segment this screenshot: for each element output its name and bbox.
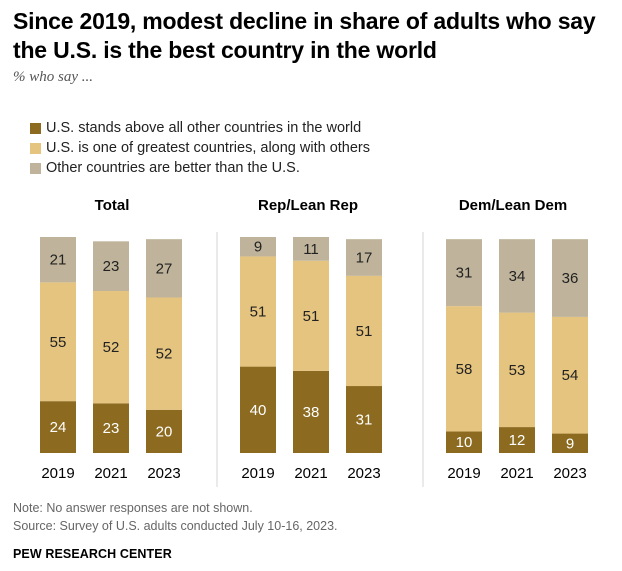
footer-source: Source: Survey of U.S. adults conducted … <box>13 519 338 533</box>
page-title: Since 2019, modest decline in share of a… <box>13 8 596 63</box>
tick-label-dem-lean-dem-2021: 2021 <box>500 465 533 482</box>
legend-swatch-stands-above <box>30 122 41 134</box>
data-label-total-2019-stands-above: 24 <box>50 419 67 436</box>
bar-dem-lean-dem-2021-one-of-greatest <box>499 312 535 428</box>
data-label-dem-lean-dem-2021-stands-above: 12 <box>509 432 526 449</box>
bar-dem-lean-dem-2023-stands-above <box>552 433 588 453</box>
bar-total-2019-one-of-greatest <box>40 282 76 402</box>
tick-label-total-2021: 2021 <box>94 465 127 482</box>
data-label-dem-lean-dem-2019-others-better: 31 <box>456 265 473 282</box>
data-label-dem-lean-dem-2021-one-of-greatest: 53 <box>509 362 526 379</box>
data-label-total-2021-others-better: 23 <box>103 258 120 275</box>
data-label-total-2023-others-better: 27 <box>156 260 173 277</box>
bar-total-2019-others-better <box>40 237 76 283</box>
data-label-rep-lean-rep-2021-one-of-greatest: 51 <box>303 308 320 325</box>
panel-title-rep-lean-rep: Rep/Lean Rep <box>258 197 358 214</box>
data-label-rep-lean-rep-2021-stands-above: 38 <box>303 404 320 421</box>
bar-rep-lean-rep-2019-one-of-greatest <box>240 256 276 367</box>
data-label-dem-lean-dem-2023-stands-above: 9 <box>566 435 574 452</box>
bar-dem-lean-dem-2021-others-better <box>499 239 535 313</box>
data-label-rep-lean-rep-2019-stands-above: 40 <box>250 402 267 419</box>
stacked-bar-chart: Total245521201923522320212052272023Rep/L… <box>40 197 588 487</box>
data-label-rep-lean-rep-2023-one-of-greatest: 51 <box>356 323 373 340</box>
brand-logo-text: PEW RESEARCH CENTER <box>13 547 172 561</box>
bar-total-2023-stands-above <box>146 409 182 453</box>
data-label-rep-lean-rep-2023-others-better: 17 <box>356 250 373 267</box>
tick-label-rep-lean-rep-2019: 2019 <box>241 465 274 482</box>
bar-rep-lean-rep-2023-one-of-greatest <box>346 275 382 387</box>
tick-label-total-2023: 2023 <box>147 465 180 482</box>
bar-dem-lean-dem-2019-stands-above <box>446 431 482 453</box>
panel-title-dem-lean-dem: Dem/Lean Dem <box>459 197 567 214</box>
tick-label-dem-lean-dem-2019: 2019 <box>447 465 480 482</box>
data-label-total-2023-stands-above: 20 <box>156 423 173 440</box>
footer-note: Note: No answer responses are not shown. <box>13 501 253 515</box>
legend-item-stands-above: U.S. stands above all other countries in… <box>30 118 370 138</box>
data-label-dem-lean-dem-2019-stands-above: 10 <box>456 434 473 451</box>
legend-label-stands-above: U.S. stands above all other countries in… <box>46 120 362 136</box>
bar-rep-lean-rep-2021-others-better <box>293 237 329 261</box>
chart-footer: Note: No answer responses are not shown.… <box>13 499 338 535</box>
legend-label-others-better: Other countries are better than the U.S. <box>46 160 300 176</box>
data-label-total-2019-one-of-greatest: 55 <box>50 334 67 351</box>
bar-rep-lean-rep-2021-one-of-greatest <box>293 260 329 371</box>
bar-total-2019-stands-above <box>40 401 76 453</box>
tick-label-total-2019: 2019 <box>41 465 74 482</box>
legend-item-others-better: Other countries are better than the U.S. <box>30 158 370 178</box>
bar-dem-lean-dem-2019-others-better <box>446 239 482 307</box>
data-label-dem-lean-dem-2023-others-better: 36 <box>562 270 579 287</box>
panel-title-total: Total <box>95 197 130 214</box>
data-label-rep-lean-rep-2019-one-of-greatest: 51 <box>250 304 267 321</box>
data-label-dem-lean-dem-2023-one-of-greatest: 54 <box>562 367 579 384</box>
bar-total-2023-one-of-greatest <box>146 297 182 410</box>
bar-dem-lean-dem-2019-one-of-greatest <box>446 306 482 432</box>
bar-total-2023-others-better <box>146 239 182 298</box>
bar-rep-lean-rep-2021-stands-above <box>293 370 329 453</box>
data-label-rep-lean-rep-2023-stands-above: 31 <box>356 412 373 429</box>
bar-rep-lean-rep-2023-others-better <box>346 239 382 276</box>
legend-swatch-one-of-greatest <box>30 142 41 154</box>
data-label-total-2021-stands-above: 23 <box>103 420 120 437</box>
tick-label-rep-lean-rep-2023: 2023 <box>347 465 380 482</box>
tick-label-rep-lean-rep-2021: 2021 <box>294 465 327 482</box>
bar-total-2021-one-of-greatest <box>93 291 129 404</box>
tick-label-dem-lean-dem-2023: 2023 <box>553 465 586 482</box>
legend-label-one-of-greatest: U.S. is one of greatest countries, along… <box>46 140 371 156</box>
data-label-total-2019-others-better: 21 <box>50 252 67 269</box>
data-label-total-2023-one-of-greatest: 52 <box>156 346 173 363</box>
bar-total-2021-others-better <box>93 241 129 291</box>
bar-rep-lean-rep-2019-stands-above <box>240 366 276 453</box>
data-label-dem-lean-dem-2021-others-better: 34 <box>509 268 526 285</box>
legend-item-one-of-greatest: U.S. is one of greatest countries, along… <box>30 138 370 158</box>
bar-dem-lean-dem-2021-stands-above <box>499 427 535 453</box>
bar-dem-lean-dem-2023-others-better <box>552 239 588 317</box>
chart-subtitle: % who say ... <box>13 69 93 85</box>
chart-legend: U.S. stands above all other countries in… <box>30 118 370 178</box>
legend-swatch-others-better <box>30 162 41 174</box>
data-label-rep-lean-rep-2021-others-better: 11 <box>303 241 319 258</box>
data-label-rep-lean-rep-2019-others-better: 9 <box>254 239 262 256</box>
panel-rep-lean-rep: Rep/Lean Rep 40 51 9 2019 38 51 11 2021 31 51 17 202… <box>240 197 382 482</box>
data-label-total-2021-one-of-greatest: 52 <box>103 339 120 356</box>
bar-total-2021-stands-above <box>93 403 129 453</box>
panel-dem-lean-dem: Dem/Lean Dem 10 58 31 2019 12 53 34 2021 9 54 36 202… <box>446 197 588 482</box>
bar-dem-lean-dem-2023-one-of-greatest <box>552 316 588 434</box>
panel-total: Total 24 55 21 2019 23 52 23 2021 20 52 27 2023 <box>40 197 182 482</box>
bar-rep-lean-rep-2019-others-better <box>240 237 276 257</box>
bar-rep-lean-rep-2023-stands-above <box>346 386 382 453</box>
data-label-dem-lean-dem-2019-one-of-greatest: 58 <box>456 361 473 378</box>
